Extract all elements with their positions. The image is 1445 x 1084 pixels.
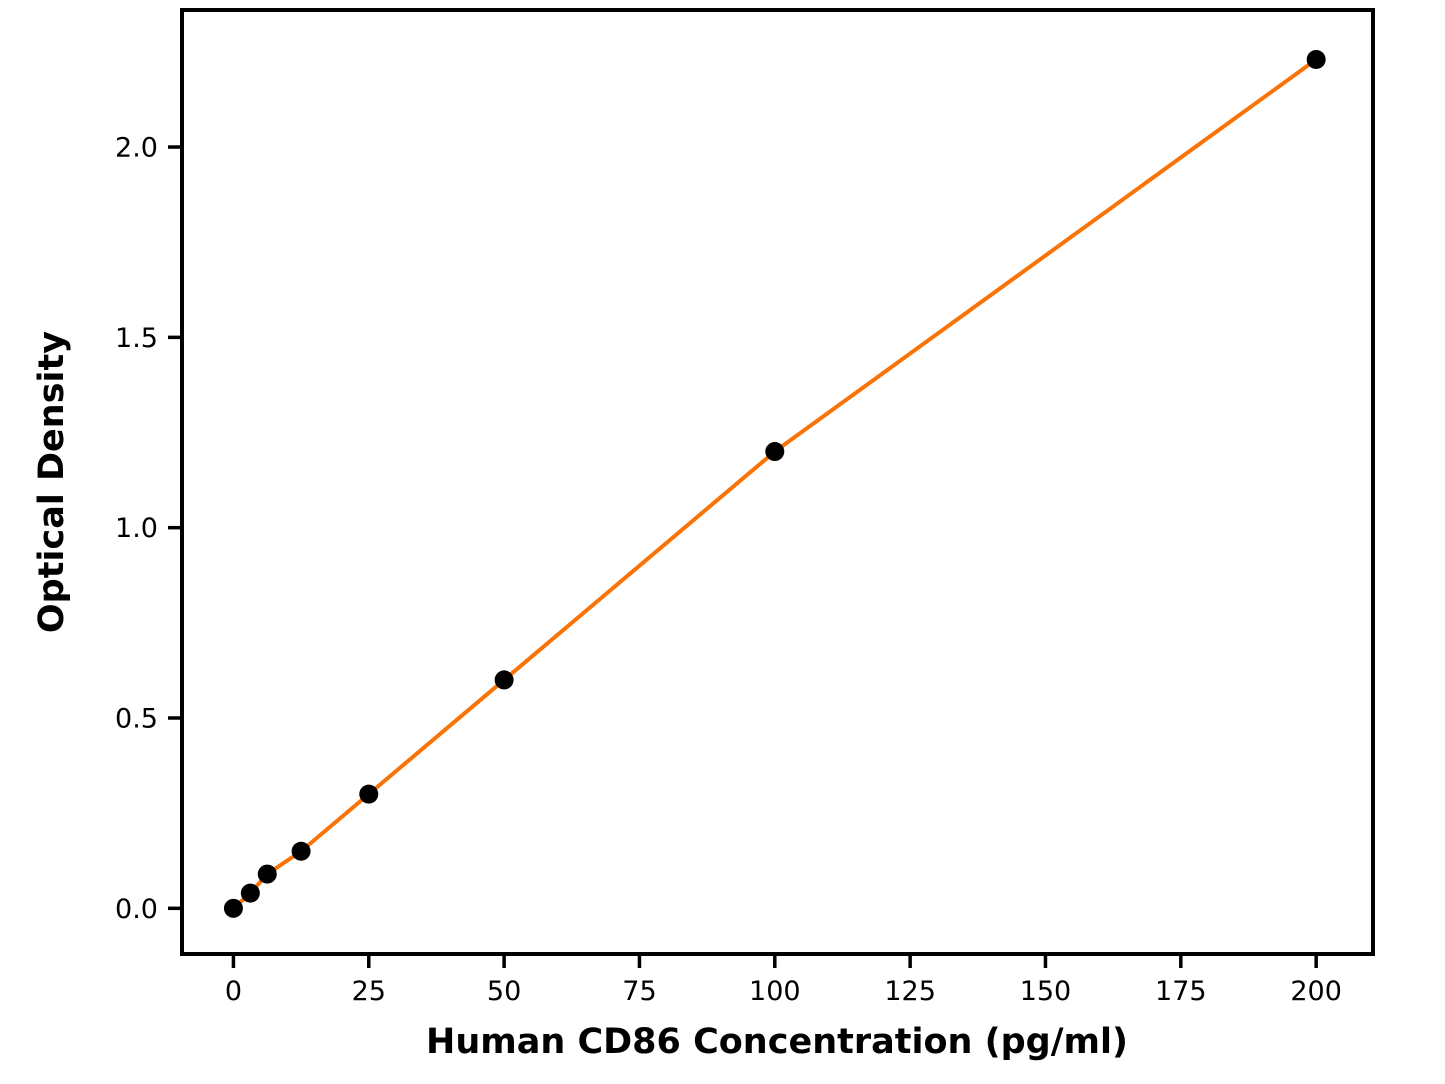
data-point xyxy=(765,442,785,462)
x-tick-label: 0 xyxy=(225,976,242,1007)
y-axis-title: Optical Density xyxy=(32,330,72,634)
x-tick-label: 125 xyxy=(884,976,936,1007)
standard-curve-line xyxy=(231,57,1319,911)
x-tick-label: 100 xyxy=(749,976,801,1007)
y-tick-label: 2.0 xyxy=(115,133,158,164)
y-tick-label: 1.0 xyxy=(115,513,158,544)
x-tick-label: 25 xyxy=(352,976,386,1007)
y-tick-label: 1.5 xyxy=(115,323,158,354)
data-point xyxy=(1306,49,1326,69)
data-point xyxy=(257,864,277,884)
x-axis-title: Human CD86 Concentration (pg/ml) xyxy=(426,1022,1128,1062)
x-tick-label: 175 xyxy=(1155,976,1207,1007)
y-tick-label: 0.5 xyxy=(115,704,158,735)
x-tick-label: 150 xyxy=(1020,976,1072,1007)
data-point xyxy=(494,670,514,690)
data-point xyxy=(223,898,243,918)
data-point xyxy=(291,841,311,861)
axes-spines xyxy=(180,8,1375,956)
x-tick-label: 200 xyxy=(1290,976,1342,1007)
y-tick-label: 0.0 xyxy=(115,894,158,925)
data-point xyxy=(240,883,260,903)
x-tick-label: 75 xyxy=(622,976,656,1007)
data-point xyxy=(359,784,379,804)
x-tick-label: 50 xyxy=(487,976,521,1007)
